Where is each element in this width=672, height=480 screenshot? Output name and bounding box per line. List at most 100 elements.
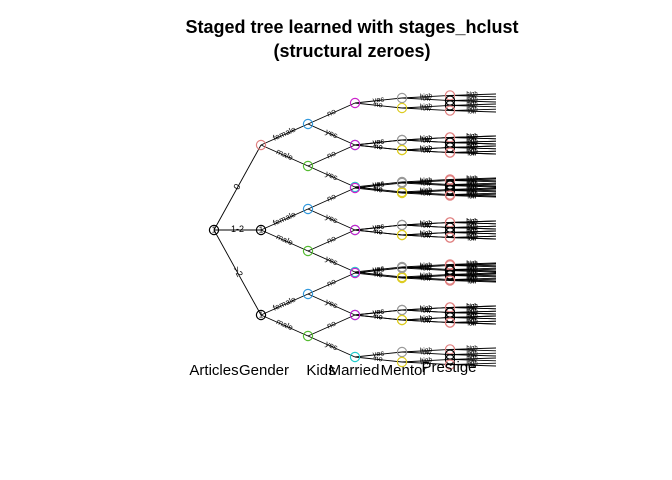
prestige-edge: [449, 150, 497, 154]
edge-label: high: [420, 262, 433, 270]
kids-node: [302, 160, 314, 172]
prestige-edge: [449, 364, 497, 367]
mentor-edge: [401, 97, 451, 102]
edge-label: low: [421, 275, 431, 283]
kids-node: [302, 203, 314, 215]
prestige-edge: [449, 262, 497, 265]
prestige-edge: [449, 110, 497, 113]
edge-label: yes: [324, 339, 339, 352]
prestige-edge: [449, 235, 497, 239]
mentor-edge: [401, 188, 451, 193]
edge-label: yes: [372, 264, 385, 274]
mentor-node: [396, 272, 408, 284]
chart-title: Staged tree learned with stages_hclust: [185, 17, 519, 37]
variable-label-kids: Kids: [306, 362, 336, 379]
edge-label: no: [374, 100, 383, 110]
prestige-edge: [449, 231, 497, 235]
edge-label: low: [421, 222, 431, 230]
mentor-edge: [401, 267, 451, 272]
edge-label: 0: [231, 182, 242, 191]
married-edge: [354, 351, 403, 358]
edge-label: no: [374, 227, 383, 237]
married-edge: [354, 182, 403, 189]
prestige-label: high: [466, 261, 477, 267]
edge-label: female: [272, 209, 298, 227]
prestige-edge: [449, 312, 497, 315]
gender-edge: [260, 314, 309, 337]
prestige-label: low: [467, 231, 477, 237]
kids-node: [302, 245, 314, 257]
prestige-label: high: [466, 271, 477, 277]
prestige-label: high: [466, 144, 477, 150]
prestige-node: [444, 100, 456, 111]
prestige-edge: [449, 270, 497, 273]
prestige-node: [444, 185, 456, 196]
married-edge: [354, 224, 403, 231]
edge-label: low: [421, 359, 431, 367]
edge-label: yes: [324, 169, 339, 182]
edge-label: yes: [324, 212, 339, 225]
prestige-label: low: [467, 142, 477, 148]
edge-label: high: [420, 315, 433, 323]
prestige-node: [444, 270, 456, 281]
mentor-node: [396, 177, 408, 189]
married-edge: [354, 314, 403, 321]
edge-label: no: [374, 269, 383, 279]
prestige-node: [444, 344, 456, 355]
married-edge: [354, 97, 403, 104]
prestige-label: low: [467, 312, 477, 318]
mentor-node: [396, 144, 408, 156]
prestige-edge: [449, 185, 497, 188]
edge-label: no: [374, 185, 383, 195]
prestige-edge: [449, 273, 497, 276]
edge-label: low: [421, 274, 431, 282]
edge-label: yes: [372, 136, 385, 146]
prestige-edge: [449, 306, 497, 310]
mentor-edge: [401, 274, 451, 279]
prestige-label: high: [466, 182, 477, 188]
prestige-label: high: [466, 181, 477, 187]
edge-label: no: [374, 312, 383, 322]
prestige-edge: [449, 142, 497, 145]
prestige-edge: [449, 322, 497, 325]
married-edge: [354, 356, 403, 363]
mentor-edge: [401, 149, 451, 154]
prestige-node: [444, 147, 456, 158]
married-node: [349, 351, 361, 363]
edge-label: low: [421, 105, 431, 113]
prestige-edge: [449, 237, 497, 240]
prestige-label: low: [467, 316, 477, 322]
prestige-label: high: [466, 97, 477, 103]
prestige-label: low: [467, 237, 477, 243]
prestige-edge: [449, 357, 497, 360]
mentor-edge: [401, 358, 451, 363]
edge-label: >2: [231, 265, 245, 279]
prestige-edge: [449, 187, 497, 190]
prestige-label: high: [466, 351, 477, 357]
prestige-edge: [449, 100, 497, 103]
mentor-edge: [401, 146, 451, 151]
prestige-edge: [449, 178, 497, 181]
prestige-edge: [449, 182, 497, 186]
mentor-edge: [401, 221, 451, 226]
prestige-label: low: [467, 227, 477, 233]
edge-label: high: [420, 273, 433, 281]
prestige-edge: [449, 189, 497, 193]
prestige-label: low: [467, 322, 477, 328]
edge-label: high: [420, 357, 433, 365]
mentor-edge: [401, 273, 451, 278]
prestige-node: [444, 317, 456, 328]
prestige-edge: [449, 277, 497, 281]
married-node: [349, 97, 361, 109]
variable-label-gender: Gender: [238, 362, 290, 379]
prestige-label: high: [466, 92, 477, 98]
prestige-label: low: [467, 221, 477, 227]
edge-label: no: [325, 106, 337, 118]
edge-label: no: [374, 184, 383, 194]
prestige-label: high: [466, 262, 477, 268]
prestige-label: high: [466, 176, 477, 182]
edge-label: male: [275, 232, 295, 248]
kids-edge: [307, 102, 356, 125]
prestige-edge: [449, 320, 497, 324]
